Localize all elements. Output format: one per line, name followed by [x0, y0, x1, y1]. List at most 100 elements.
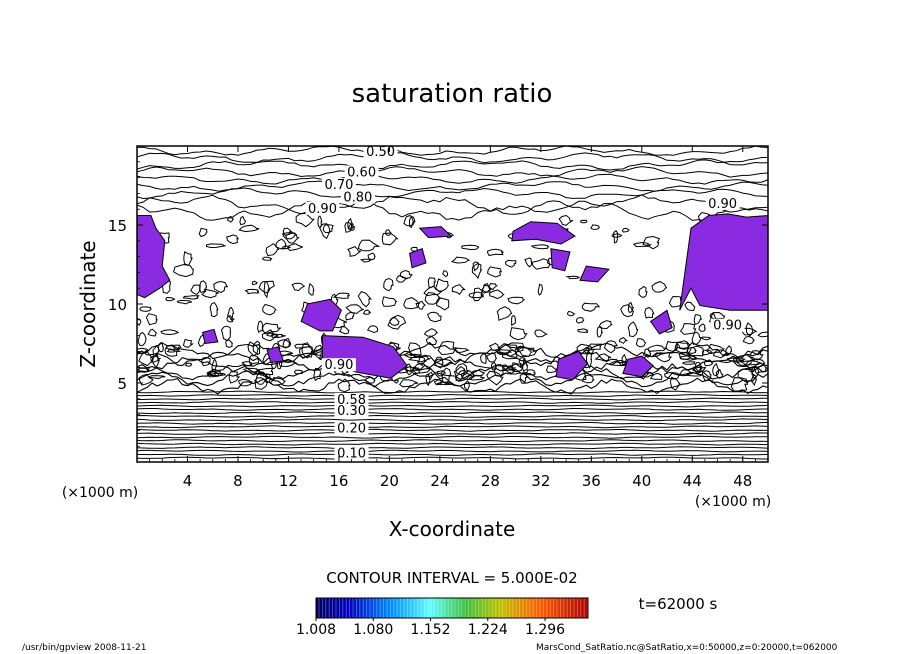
contour-eddy — [741, 327, 757, 336]
contour-line — [137, 194, 768, 215]
contour-eddy — [627, 321, 639, 338]
contour-eddy — [709, 311, 726, 320]
contour-line — [137, 439, 768, 443]
contour-eddy — [138, 373, 154, 386]
contour-eddy — [399, 269, 413, 279]
contour-eddy — [509, 327, 528, 341]
contour-line — [137, 180, 768, 192]
contour-eddy — [381, 296, 398, 307]
contour-eddy — [632, 241, 653, 248]
contour-label-bg — [305, 201, 340, 215]
contour-eddy — [385, 229, 392, 236]
contour-eddy — [225, 339, 234, 348]
contour-eddy — [463, 380, 470, 392]
contour-eddy — [518, 357, 527, 366]
chart-title: saturation ratio — [352, 79, 553, 109]
contour-eddy — [254, 377, 269, 390]
contour-label-bg — [321, 178, 356, 192]
contour-eddy — [262, 303, 278, 316]
contour-eddy — [693, 314, 702, 325]
contour-eddy — [524, 369, 536, 376]
contour-label: 0.90 — [324, 358, 353, 373]
contour-eddy — [182, 295, 200, 300]
contour-eddy — [692, 364, 703, 373]
contour-labels: 0.500.600.700.800.90 0.900.900.900.580.30… — [305, 144, 745, 462]
contour-eddy — [423, 328, 439, 337]
contour-eddy — [244, 288, 260, 295]
contour-lines — [137, 146, 768, 460]
contour-eddy — [282, 227, 293, 236]
colorbar-frame — [315, 597, 589, 619]
contour-eddy — [248, 355, 260, 365]
contour-eddy — [524, 257, 533, 268]
x-tick-label: 8 — [233, 472, 243, 490]
supersaturated-region — [300, 298, 342, 332]
contour-line — [137, 404, 768, 408]
contour-eddy — [425, 335, 438, 346]
contour-line — [137, 414, 768, 418]
contour-eddy — [472, 261, 480, 272]
contour-eddy — [499, 343, 520, 357]
y-tick-label: 10 — [108, 296, 127, 314]
contour-eddy — [679, 369, 694, 377]
contour-line — [137, 442, 768, 446]
plot-background — [137, 146, 768, 462]
contour-line — [137, 390, 768, 394]
contour-eddy — [261, 329, 279, 342]
contour-eddy — [332, 292, 350, 299]
supersaturated-region — [555, 350, 589, 381]
contour-line — [137, 446, 768, 450]
y-axis-label: Z-coordinate — [76, 240, 100, 367]
contour-eddy — [684, 301, 696, 311]
contour-line — [137, 356, 768, 374]
contour-eddy — [239, 215, 247, 226]
contour-label: 0.60 — [347, 165, 376, 180]
contour-eddy — [455, 362, 469, 376]
contour-eddy — [575, 317, 585, 324]
contour-eddy — [598, 320, 614, 330]
contour-eddy — [460, 370, 478, 381]
contour-eddy — [298, 346, 314, 359]
contour-eddy — [638, 285, 648, 298]
contour-eddy — [581, 302, 601, 312]
contour-eddy — [151, 352, 160, 368]
contour-eddy — [403, 297, 421, 310]
colorbar-tick-label: 1.080 — [353, 622, 393, 638]
contour-eddy — [345, 304, 364, 314]
contour-eddy — [471, 263, 483, 280]
supersaturated-region — [511, 221, 576, 245]
contour-eddy — [226, 315, 236, 323]
contour-eddy — [745, 322, 754, 337]
contour-line — [137, 421, 768, 425]
contour-eddy — [338, 326, 350, 335]
contour-eddy — [698, 323, 706, 332]
contour-eddy — [409, 215, 415, 229]
x-tick-label: 12 — [279, 472, 298, 490]
contour-eddy — [387, 314, 407, 330]
contour-eddy — [679, 323, 697, 335]
contour-eddy — [138, 351, 155, 367]
contour-line — [137, 456, 768, 460]
contour-eddy — [270, 333, 286, 339]
footer-source: MarsCond_SatRatio.nc@SatRatio,x=0:50000,… — [536, 643, 838, 653]
contour-eddy — [558, 214, 575, 226]
contour-eddy — [275, 238, 287, 250]
contour-eddy — [357, 239, 381, 252]
contour-label: 0.50 — [366, 145, 395, 160]
contour-eddy — [531, 258, 551, 270]
contour-eddy — [182, 338, 195, 348]
contour-eddy — [398, 379, 419, 388]
contour-eddy — [282, 337, 292, 349]
contour-line — [137, 341, 768, 360]
contour-label-bg — [340, 190, 375, 204]
contour-line — [137, 449, 768, 453]
contour-label-bg — [334, 446, 369, 460]
contour-line — [137, 397, 768, 401]
contour-label: 0.70 — [324, 178, 353, 193]
colorbar-ticks: 1.008 1.080 1.152 1.224 1.296 — [296, 618, 565, 638]
contour-line — [137, 435, 768, 439]
contour-eddy — [423, 285, 443, 297]
contour-eddy — [651, 281, 668, 293]
contour-interval-text: CONTOUR INTERVAL = 5.000E-02 — [326, 569, 577, 587]
contour-line — [137, 362, 768, 381]
